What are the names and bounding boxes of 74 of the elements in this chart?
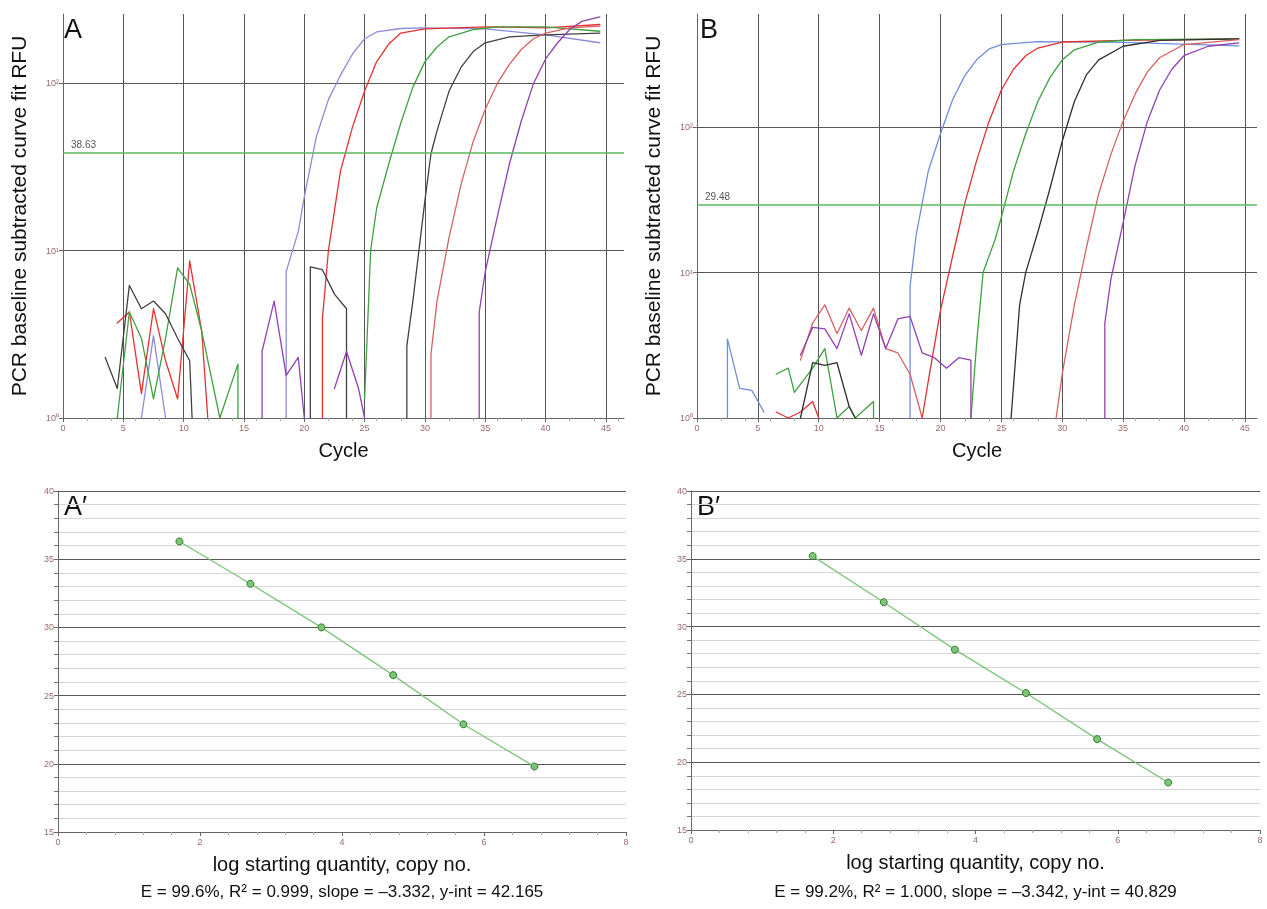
y-tick-label: 20: [676, 757, 687, 768]
x-tick-label: 5: [120, 422, 126, 433]
point: [317, 623, 326, 632]
x-tick-label: 30: [419, 422, 430, 433]
x-tick-label: 6: [481, 836, 487, 847]
y-tick-label: 25: [43, 690, 54, 701]
x-tick-label: 45: [600, 422, 611, 433]
x-tick-label: 0: [60, 422, 66, 433]
x-tick-label: 4: [339, 836, 345, 847]
y-tick-label: 20: [43, 758, 54, 769]
x-tick-label: 2: [830, 834, 836, 845]
point: [530, 762, 539, 771]
x-axis-title: Cycle: [318, 439, 369, 461]
x-tick-label: 35: [480, 422, 491, 433]
point: [175, 537, 184, 546]
ref-line-label: 38.63: [71, 139, 97, 151]
point: [1164, 778, 1173, 787]
y-axis-title: PCR baseline subtracted curve fit RFU: [7, 35, 30, 397]
text: E = 99.6%, R² = 0.999, slope = –3.332, y-int = 42.165: [140, 882, 544, 901]
line-series: [430, 25, 601, 419]
y-tick-label: 10¹: [679, 267, 693, 278]
x-tick-label: 15: [874, 422, 885, 433]
x-axis-title: log starting quantity, copy no.: [846, 851, 1105, 873]
x-axis-title: Cycle: [951, 439, 1003, 461]
point: [389, 671, 398, 680]
y-tick-label: 10⁰: [45, 413, 59, 423]
y-tick-label: 10⁰: [679, 413, 693, 423]
y-tick-label: 40: [43, 486, 54, 496]
x-tick-label: 35: [1118, 422, 1129, 433]
y-tick-label: 25: [676, 689, 687, 700]
x-tick-label: 20: [935, 422, 946, 433]
ref-line-label: 29.48: [705, 190, 731, 202]
y-tick-label: 30: [676, 621, 687, 632]
y-tick-label: 10¹: [45, 245, 59, 256]
x-tick-label: 2: [197, 836, 203, 847]
x-tick-label: 20: [299, 422, 310, 433]
x-tick-label: 8: [1257, 834, 1263, 845]
x-tick-label: 0: [694, 422, 700, 433]
point: [1093, 735, 1102, 744]
point: [879, 598, 888, 607]
y-tick-label: 15: [676, 825, 687, 835]
x-tick-label: 45: [1239, 422, 1250, 433]
y-tick-label: 35: [43, 554, 54, 565]
x-tick-label: 4: [972, 834, 979, 845]
annotation: A′: [64, 490, 88, 521]
point: [808, 552, 817, 561]
annotation: B: [700, 13, 719, 44]
y-tick-label: 10²: [679, 122, 693, 133]
x-tick-label: 30: [1057, 422, 1068, 433]
y-tick-label: 10²: [45, 78, 59, 89]
x-tick-label: 0: [55, 836, 61, 847]
point: [950, 645, 959, 654]
x-tick-label: 0: [688, 834, 694, 845]
text: E = 99.2%, R² = 1.000, slope = –3.342, y-int = 40.829: [774, 882, 1177, 901]
point: [459, 720, 468, 729]
y-tick-label: 15: [43, 827, 54, 837]
x-tick-label: 25: [996, 422, 1007, 433]
x-tick-label: 8: [623, 836, 629, 847]
y-tick-label: 35: [676, 553, 687, 564]
x-tick-label: 10: [178, 422, 189, 433]
x-tick-label: 6: [1115, 834, 1121, 845]
annotation: A: [64, 13, 83, 44]
x-tick-label: 10: [813, 422, 824, 433]
point: [1022, 689, 1030, 698]
y-tick-label: 40: [676, 486, 687, 496]
x-tick-label: 5: [755, 422, 761, 433]
y-axis-title: PCR baseline subtracted curve fit RFU: [641, 35, 664, 397]
x-axis-title: log starting quantity, copy no.: [212, 853, 472, 875]
x-tick-label: 25: [359, 422, 370, 433]
y-tick-label: 30: [43, 622, 54, 633]
x-tick-label: 40: [540, 422, 551, 433]
x-tick-label: 15: [238, 422, 249, 433]
x-tick-label: 40: [1178, 422, 1189, 433]
point: [246, 579, 255, 588]
